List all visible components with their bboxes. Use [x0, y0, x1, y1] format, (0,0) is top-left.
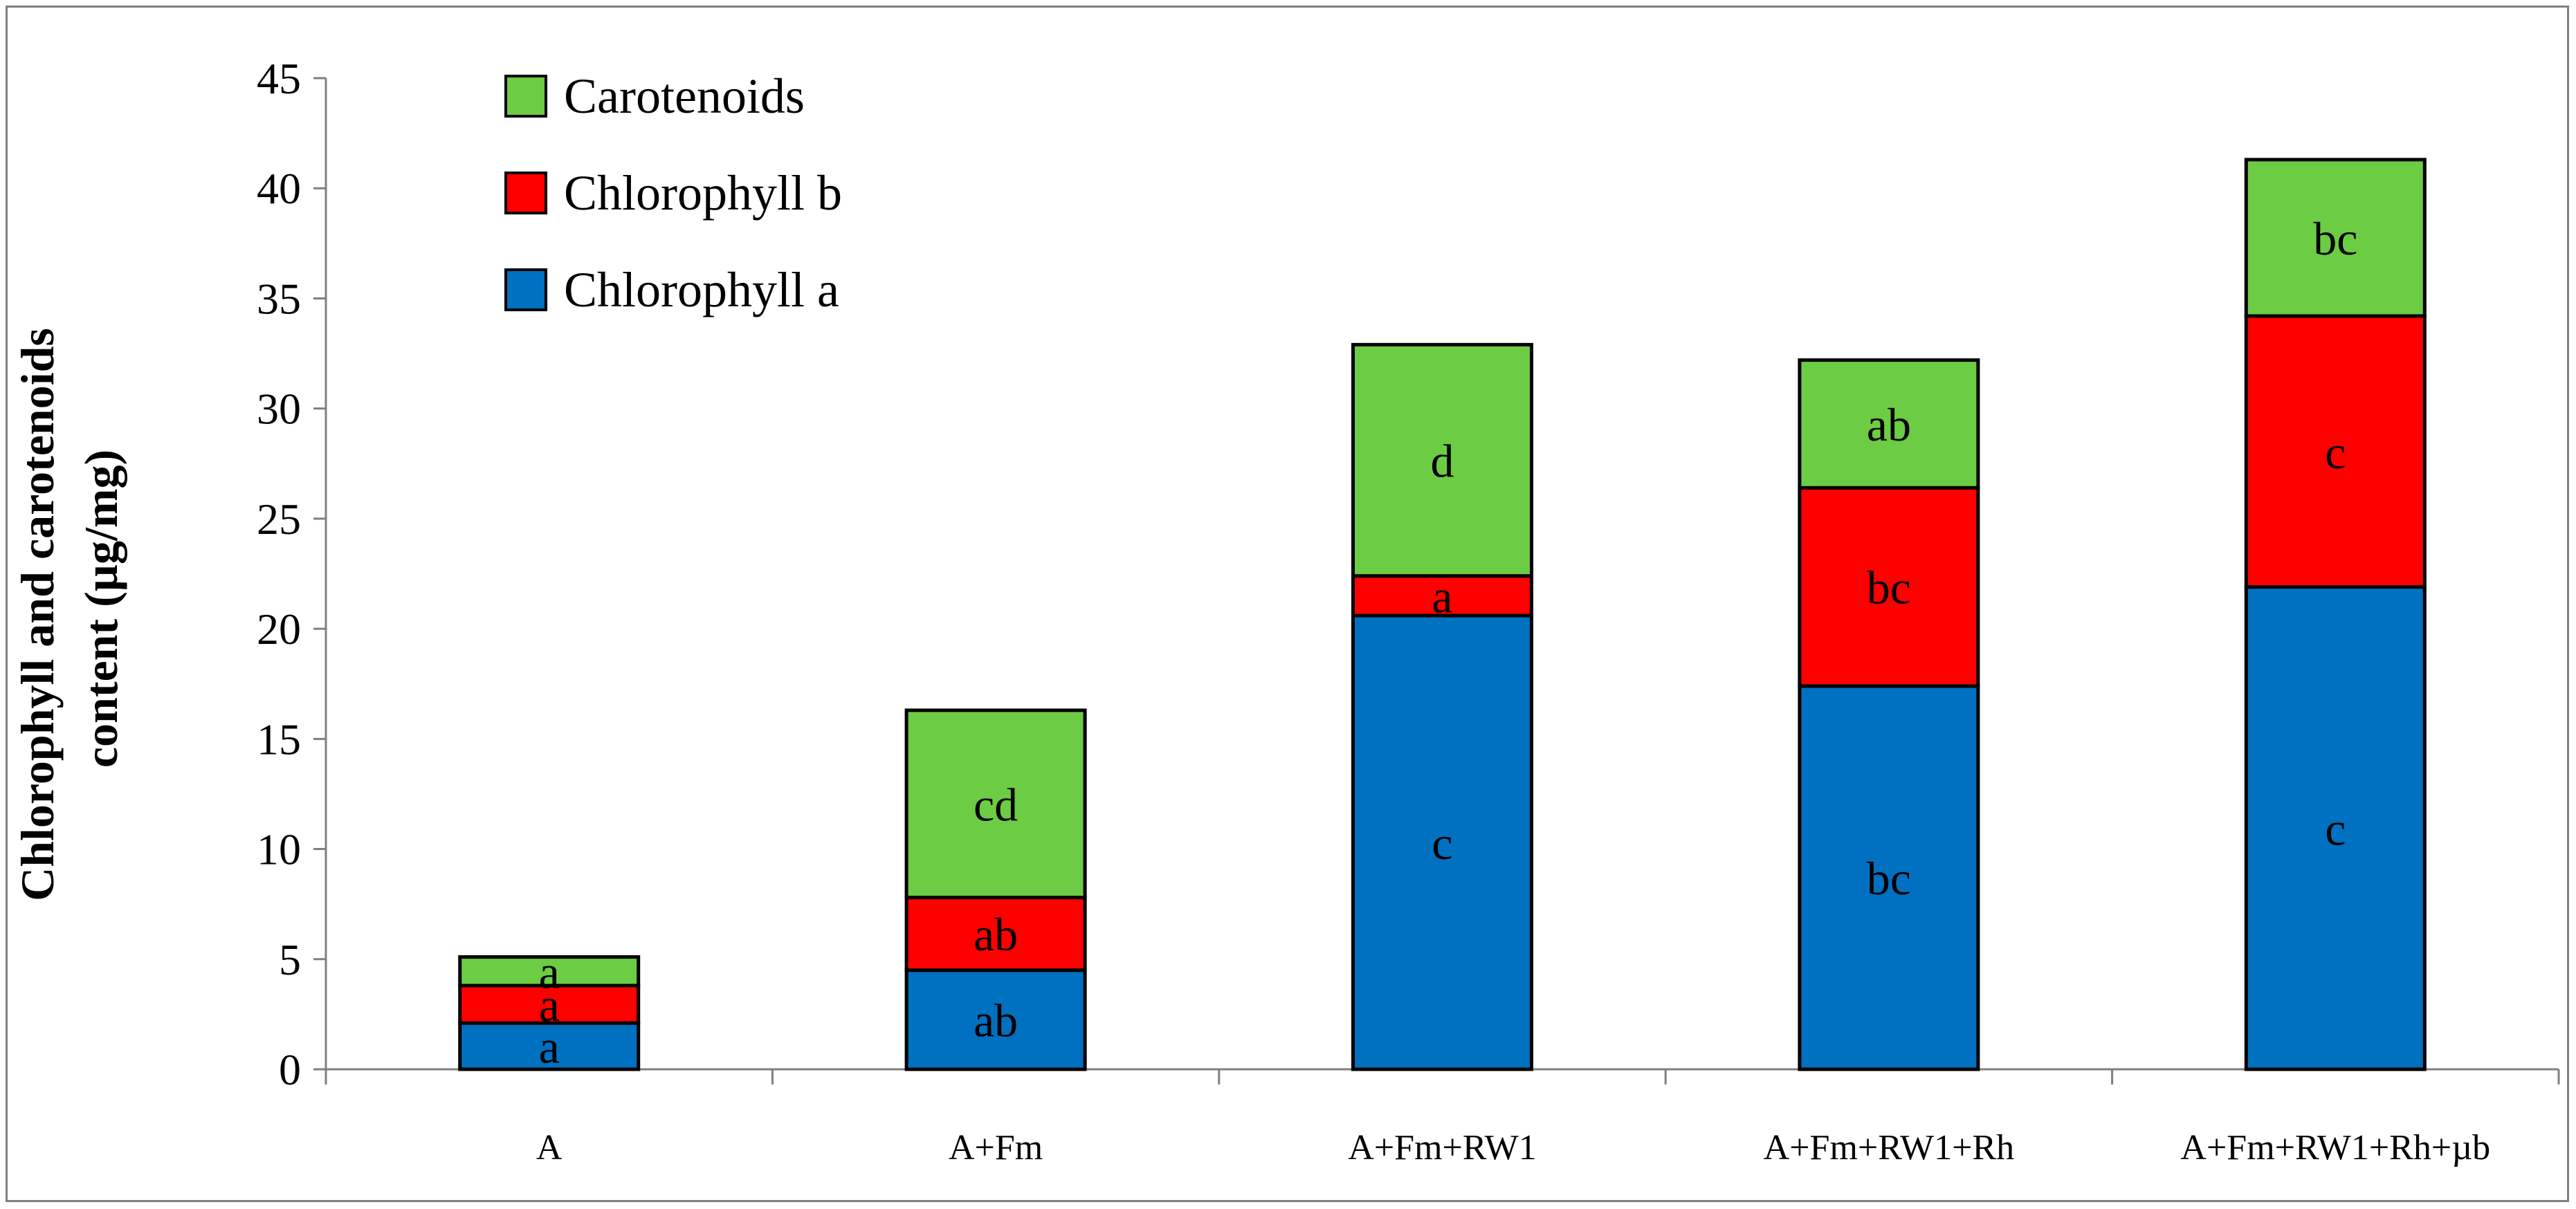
x-tick-label: A+Fm — [949, 1128, 1043, 1168]
legend-label: Carotenoids — [564, 68, 805, 124]
y-tick-label: 0 — [279, 1045, 301, 1094]
bar-segment-label: a — [1432, 570, 1452, 622]
bar-segment-label: ab — [1867, 398, 1911, 451]
y-axis-label: Chlorophyll and carotenoids content (µg/… — [11, 316, 127, 901]
y-axis-label-line-2: content (µg/mg) — [75, 450, 127, 768]
y-tick-label: 45 — [257, 54, 301, 103]
legend-label: Chlorophyll a — [564, 262, 839, 317]
x-tick-label: A — [536, 1128, 563, 1168]
bar-segment-chlorophyll-a — [1351, 613, 1533, 1071]
legend-swatch — [504, 75, 547, 118]
bar-segment-chlorophyll-b — [458, 984, 641, 1025]
bar-segment-label: cd — [974, 778, 1018, 831]
x-tick-label: A+Fm+RW1 — [1348, 1128, 1536, 1168]
bar-segment-chlorophyll-b — [2244, 314, 2427, 589]
axes-layer: 0 5 10 15 20 25 30 35 40 45 A A+Fm A+Fm+RW1 A+Fm+RW1+… — [257, 54, 2560, 1168]
chart: 0 5 10 15 20 25 30 35 40 45 A A+Fm A+Fm+RW1 A+Fm+RW1+… — [11, 54, 2560, 1168]
bar-segment-carotenoids — [2244, 158, 2427, 318]
legend-label: Chlorophyll b — [564, 165, 842, 221]
bar-segment-carotenoids — [1798, 358, 1980, 490]
bar-segment-label: d — [1431, 435, 1454, 488]
bar-segment-carotenoids — [904, 708, 1087, 900]
bar-segment-label: bc — [1867, 852, 1911, 905]
y-tick-label: 25 — [257, 495, 301, 544]
y-tick-label: 15 — [257, 714, 301, 764]
legend-swatch — [504, 268, 547, 311]
y-tick-label: 10 — [257, 825, 301, 874]
y-tick-label: 40 — [257, 164, 301, 213]
y-tick-label: 35 — [257, 274, 301, 323]
bar-segment-chlorophyll-a — [2244, 585, 2427, 1071]
y-tick-label: 20 — [257, 604, 301, 654]
bar-segment-label: bc — [1867, 562, 1911, 614]
legend: Carotenoids Chlorophyll b Chlorophyll a — [504, 68, 842, 317]
x-tick-label: A+Fm+RW1+Rh+µb — [2180, 1128, 2490, 1168]
bar-segment-label: a — [539, 1021, 560, 1073]
bar-segment-label: a — [539, 979, 560, 1031]
y-tick-label: 5 — [279, 935, 301, 984]
bar-segment-label: a — [539, 945, 560, 998]
bar-segment-label: c — [2325, 802, 2346, 855]
x-tick-label: A+Fm+RW1+Rh — [1764, 1128, 2014, 1168]
bar-segment-carotenoids — [1351, 342, 1533, 578]
chart-frame: 0 5 10 15 20 25 30 35 40 45 A A+Fm A+Fm+RW1 A+Fm+RW1+… — [6, 6, 2569, 1202]
bar-segment-chlorophyll-a — [1798, 684, 1980, 1071]
y-tick-label: 30 — [257, 385, 301, 434]
y-axis-label-line-1: Chlorophyll and carotenoids — [11, 328, 64, 901]
bar-segment-chlorophyll-a — [458, 1021, 641, 1071]
bar-segment-label: c — [1432, 817, 1452, 869]
bar-segment-label: c — [2325, 426, 2346, 479]
bar-segment-chlorophyll-b — [1351, 574, 1533, 618]
bar-segment-label: ab — [974, 908, 1018, 961]
bar-segment-carotenoids — [458, 955, 641, 988]
bar-segment-label: ab — [974, 994, 1018, 1046]
bar-segment-label: bc — [2313, 212, 2357, 265]
bar-segment-chlorophyll-b — [1798, 486, 1980, 688]
legend-swatch — [504, 172, 547, 214]
